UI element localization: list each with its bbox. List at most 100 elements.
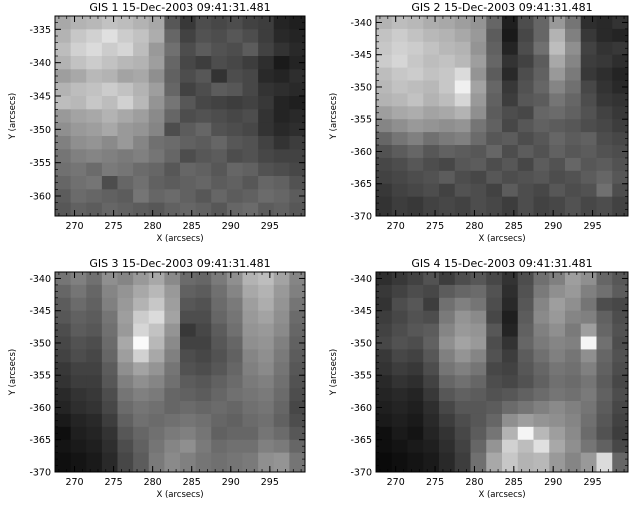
heatmap-cell: [612, 132, 629, 146]
heatmap-cell: [117, 297, 134, 312]
heatmap-cell: [242, 284, 259, 299]
heatmap-cell: [423, 28, 440, 43]
x-tick-label: 285: [505, 221, 523, 232]
heatmap-cell: [486, 297, 503, 312]
heatmap-cell: [273, 310, 290, 325]
y-axis-label: Y (arcsecs): [8, 93, 18, 140]
heatmap-cell: [376, 80, 393, 94]
heatmap-cell: [242, 136, 259, 150]
heatmap-cell: [148, 323, 165, 338]
heatmap-cell: [242, 189, 259, 204]
heatmap-cell: [454, 388, 471, 402]
heatmap-cell: [55, 310, 72, 325]
heatmap-cell: [486, 196, 503, 217]
heatmap-cell: [55, 16, 72, 30]
heatmap-cell: [101, 297, 119, 312]
heatmap-cell: [486, 439, 503, 454]
heatmap-cell: [470, 28, 487, 43]
heatmap-cell: [180, 176, 197, 190]
heatmap-cell: [258, 29, 275, 44]
heatmap-cell: [101, 323, 119, 338]
heatmap-cell: [502, 284, 519, 299]
heatmap-cell: [407, 145, 424, 159]
heatmap-cell: [148, 189, 165, 204]
heatmap-cell: [549, 80, 566, 94]
heatmap-cell: [226, 69, 244, 84]
heatmap-cell: [376, 401, 393, 415]
x-tick-label: 270: [387, 221, 405, 232]
heatmap-cell: [242, 109, 259, 124]
heatmap-cell: [549, 16, 566, 30]
heatmap-cell: [502, 157, 519, 172]
heatmap-cell: [549, 157, 566, 172]
heatmap-cell: [376, 375, 393, 389]
heatmap-cell: [211, 162, 228, 177]
heatmap-cell: [101, 149, 119, 164]
heatmap-cell: [596, 145, 613, 159]
heatmap-cell: [211, 388, 228, 402]
heatmap-cell: [242, 452, 259, 473]
heatmap-cell: [565, 183, 582, 198]
heatmap-cell: [533, 310, 550, 325]
heatmap-cell: [517, 196, 534, 217]
heatmap-cell: [580, 413, 597, 428]
heatmap-cell: [133, 413, 150, 428]
heatmap-cell: [180, 122, 197, 137]
heatmap-cell: [612, 119, 629, 133]
heatmap-cell: [133, 310, 150, 325]
heatmap-cell: [164, 136, 181, 150]
heatmap-cell: [407, 93, 424, 107]
heatmap-cell: [242, 362, 259, 376]
heatmap-cell: [596, 67, 613, 82]
heatmap-cell: [117, 136, 134, 150]
heatmap-cell: [391, 426, 408, 441]
heatmap-cell: [242, 297, 259, 312]
heatmap-cell: [612, 388, 629, 402]
heatmap-cell: [596, 284, 613, 299]
heatmap-cell: [211, 82, 228, 97]
heatmap-cell: [596, 16, 613, 30]
heatmap-cell: [612, 284, 629, 299]
heatmap-cell: [226, 310, 244, 325]
heatmap-cell: [423, 132, 440, 146]
heatmap-cell: [195, 176, 212, 190]
heatmap-cell: [86, 162, 103, 177]
heatmap-cell: [273, 122, 290, 137]
heatmap-cell: [289, 388, 306, 402]
heatmap-cell: [164, 162, 181, 177]
heatmap-cell: [242, 42, 259, 57]
heatmap-cell: [180, 189, 197, 204]
heatmap-cell: [439, 349, 456, 363]
heatmap-cell: [226, 176, 244, 190]
heatmap-cell: [117, 149, 134, 164]
heatmap-cell: [502, 375, 519, 389]
heatmap-cell: [612, 106, 629, 120]
heatmap-cell: [242, 413, 259, 428]
heatmap-cell: [101, 136, 119, 150]
heatmap-cell: [580, 93, 597, 107]
heatmap-cell: [133, 96, 150, 110]
heatmap-cell: [289, 362, 306, 376]
heatmap-cell: [148, 426, 165, 441]
heatmap-cell: [549, 106, 566, 120]
heatmap-cell: [226, 439, 244, 454]
heatmap-cell: [423, 93, 440, 107]
heatmap-cell: [148, 284, 165, 299]
heatmap-cell: [454, 157, 471, 172]
heatmap-cell: [454, 54, 471, 69]
heatmap-cell: [258, 16, 275, 30]
heatmap-cell: [439, 106, 456, 120]
x-tick-label: 270: [387, 477, 405, 488]
heatmap-cell: [101, 176, 119, 190]
heatmap-cell: [454, 67, 471, 82]
heatmap-cell: [164, 202, 181, 217]
heatmap-cell: [180, 29, 197, 44]
heatmap-cell: [273, 388, 290, 402]
heatmap-cell: [596, 426, 613, 441]
heatmap-cell: [70, 176, 87, 190]
heatmap-cell: [407, 426, 424, 441]
heatmap-cell: [439, 132, 456, 146]
heatmap-cell: [533, 401, 550, 415]
heatmap-cell: [101, 426, 119, 441]
heatmap-cell: [470, 272, 487, 286]
